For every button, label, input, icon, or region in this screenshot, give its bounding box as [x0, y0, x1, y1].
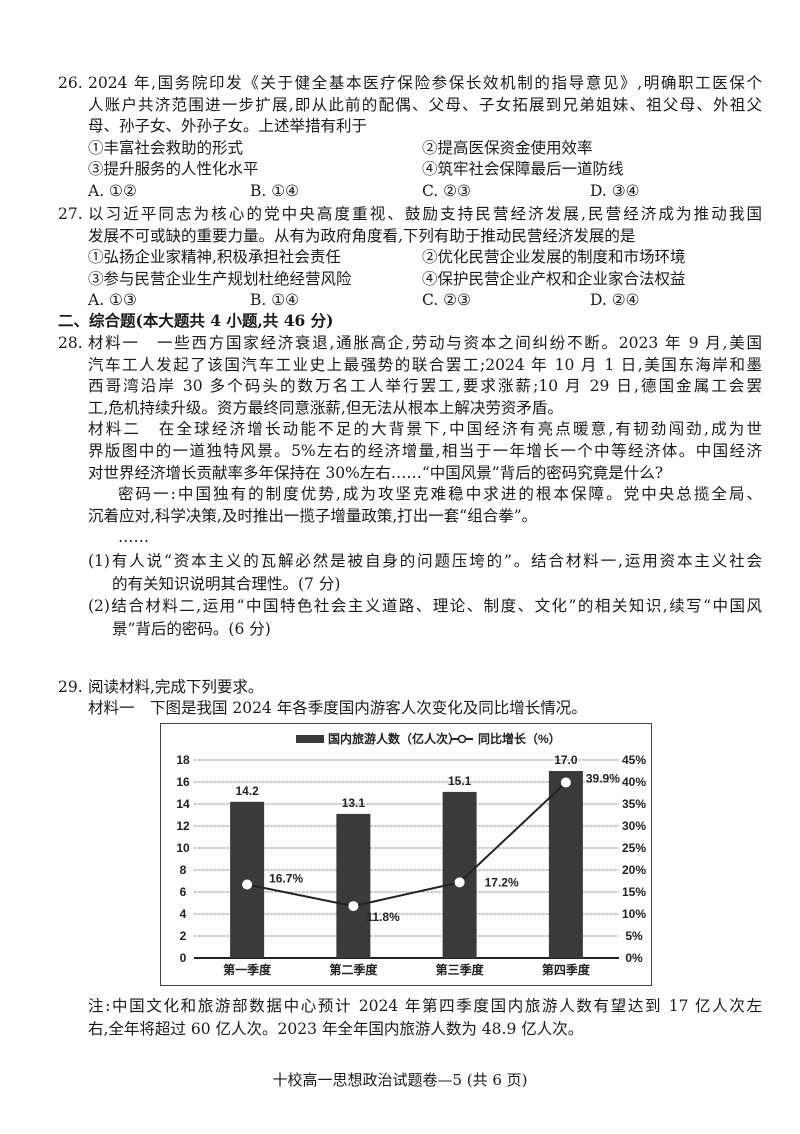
growth-point [348, 901, 359, 912]
option-statement: ③提升服务的人性化水平 [88, 160, 259, 179]
left-axis-tick: 2 [180, 929, 187, 943]
category-label: 第四季度 [542, 962, 591, 977]
option-statement: ④保护民营企业产权和企业家合法权益 [422, 269, 686, 288]
chart-svg: 0 2 4 6 8 10 12 14 16 18 0% 5% 10% 15% 20% 25% 30% 35% 40%… [176, 731, 646, 977]
section-heading: 二、综合题(本大题共 4 小题,共 46 分) [58, 311, 334, 330]
right-axis-tick: 0% [625, 951, 643, 965]
answer-choice: B. ①④ [250, 291, 300, 310]
sub-question-line: 景”背后的密码。(6 分) [112, 619, 271, 638]
sub-question-line: (1)有人说“资本主义的瓦解必然是被自身的问题压垮的”。结合材料一,运用资本主义… [88, 552, 762, 570]
answer-choice: B. ①④ [250, 182, 300, 200]
right-axis-tick: 40% [622, 775, 646, 789]
option-statement: ②提高医保资金使用效率 [422, 138, 593, 157]
growth-data-label: 16.7% [269, 872, 303, 886]
answer-choice: D. ②④ [590, 291, 640, 310]
legend-swatch-marker [457, 734, 467, 744]
legend-label-bar: 国内旅游人数（亿人次） [328, 731, 460, 746]
left-axis-tick: 4 [180, 907, 187, 921]
question-number: 29. [58, 678, 83, 696]
option-statement: ①丰富社会救助的形式 [88, 138, 244, 157]
question-number: 26. [58, 74, 83, 92]
question-stem-line: 以习近平同志为核心的党中央高度重视、鼓励支持民营经济发展,民营经济成为推动我国 [88, 205, 762, 223]
growth-line [246, 781, 567, 908]
right-axis-tick: 45% [622, 753, 646, 767]
left-axis-tick: 16 [176, 775, 190, 789]
option-statement: ③参与民营企业生产规划杜绝经营风险 [88, 269, 352, 288]
material-line: 西哥湾沿岸 30 多个码头的数万名工人举行罢工,要求涨薪;10 月 29 日,德… [88, 377, 762, 396]
note-line: 右,全年将超过 60 亿人次。2023 年全年国内旅游人数为 48.9 亿人次。 [88, 1020, 584, 1038]
page-footer: 十校高一思想政治试题卷—5 (共 6 页) [272, 1071, 528, 1089]
question-stem-line: 发展不可或缺的重要力量。从有为政府角度看,下列有助于推动民营经济发展的是 [88, 226, 636, 245]
left-axis-tick: 6 [180, 885, 187, 899]
material-line: 工,危机持续升级。资方最终同意涨薪,但无法从根本上解决劳资矛盾。 [88, 398, 563, 417]
tourism-chart: 0 2 4 6 8 10 12 14 16 18 0% 5% 10% 15% 20% 25% 30% 35% 40%… [160, 723, 652, 986]
bar-data-label: 17.0 [554, 753, 578, 767]
growth-data-label: 17.2% [485, 875, 519, 889]
answer-choice: A. ①③ [88, 291, 137, 310]
question-stem-line: 人账户共济范围进一步扩展,即从此前的配偶、父母、子女拓展到兄弟姐妹、祖父母、外祖… [88, 95, 762, 114]
option-statement: ④筑牢社会保障最后一道防线 [422, 160, 624, 179]
material-line: 材料一 下图是我国 2024 年各季度国内游客人次变化及同比增长情况。 [88, 699, 587, 717]
material-line: 材料二 在全球经济增长动能不足的大背景下,中国经济有亮点暖意,有韧劲闯劲,成为世 [88, 420, 762, 439]
category-label: 第二季度 [329, 962, 378, 977]
right-axis-tick: 15% [622, 885, 646, 899]
growth-point [242, 879, 253, 890]
material-line: 材料一 一些西方国家经济衰退,通胀高企,劳动与资本之间纠纷不断。2023 年 9… [88, 334, 762, 352]
bar-data-label: 14.2 [235, 784, 259, 798]
bar [336, 813, 371, 958]
bar [442, 791, 477, 958]
material-line: 汽车工人发起了该国汽车工业史上最强势的联合罢工;2024 年 10 月 1 日,… [88, 355, 762, 374]
right-axis-tick: 25% [622, 841, 646, 855]
left-axis-tick: 0 [180, 951, 187, 965]
category-label: 第三季度 [436, 962, 485, 977]
question-stem-line: 阅读材料,完成下列要求。 [88, 678, 264, 696]
growth-point [560, 777, 571, 788]
question-stem-line: 2024 年,国务院印发《关于健全基本医疗保险参保长效机制的指导意见》,明确职工… [88, 74, 762, 92]
question-number: 27. [58, 205, 83, 223]
legend-label-line: 同比增长（%） [478, 731, 561, 746]
question-number: 28. [58, 334, 83, 352]
answer-choice: C. ②③ [422, 291, 471, 310]
category-label: 第一季度 [223, 962, 272, 977]
bar-data-label: 13.1 [342, 796, 366, 810]
material-line: 密码一:中国独有的制度优势,成为攻坚克难稳中求进的根本保障。党中央总揽全局、 [118, 485, 762, 504]
material-line: 沉着应对,科学决策,及时推出一揽子增量政策,打出一套“组合拳”。 [88, 506, 538, 525]
growth-data-label: 11.8% [366, 910, 400, 924]
left-axis-tick: 12 [176, 819, 190, 833]
bar-data-label: 15.1 [448, 774, 472, 788]
left-axis-tick: 10 [176, 841, 190, 855]
answer-choice: C. ②③ [422, 182, 471, 200]
right-axis-tick: 20% [622, 863, 646, 877]
option-statement: ②优化民营企业发展的制度和市场环境 [422, 248, 686, 267]
material-line: …… [118, 528, 149, 547]
question-stem-line: 母、孙子女、外孙子女。上述举措有利于 [88, 117, 368, 136]
legend-swatch-bar [296, 735, 324, 743]
material-line: 界版图中的一道独特风景。5%左右的经济增量,相当于一年增长一个中等经济体。中国经… [88, 442, 762, 460]
right-axis-tick: 30% [622, 819, 646, 833]
right-axis-tick: 5% [625, 929, 643, 943]
left-axis-tick: 14 [176, 797, 190, 811]
answer-choice: A. ①② [88, 182, 137, 200]
sub-question-line: (2)结合材料二,运用“中国特色社会主义道路、理论、制度、文化”的相关知识,续写… [88, 597, 762, 615]
option-statement: ①弘扬企业家精神,积极承担社会责任 [88, 248, 341, 267]
right-axis-tick: 35% [622, 797, 646, 811]
growth-data-label: 39.9% [586, 771, 620, 785]
note-line: 注:中国文化和旅游部数据中心预计 2024 年第四季度国内旅游人数有望达到 17… [88, 997, 762, 1015]
growth-point [454, 877, 465, 888]
left-axis-tick: 8 [180, 863, 187, 877]
bar [548, 771, 583, 958]
sub-question-line: 的有关知识说明其合理性。(7 分) [112, 574, 341, 593]
left-axis-tick: 18 [176, 753, 190, 767]
right-axis-tick: 10% [622, 907, 646, 921]
answer-choice: D. ③④ [590, 182, 640, 200]
material-line: 对世界经济增长贡献率多年保持在 30%左右……“中国风景”背后的密码究竟是什么? [88, 463, 664, 482]
